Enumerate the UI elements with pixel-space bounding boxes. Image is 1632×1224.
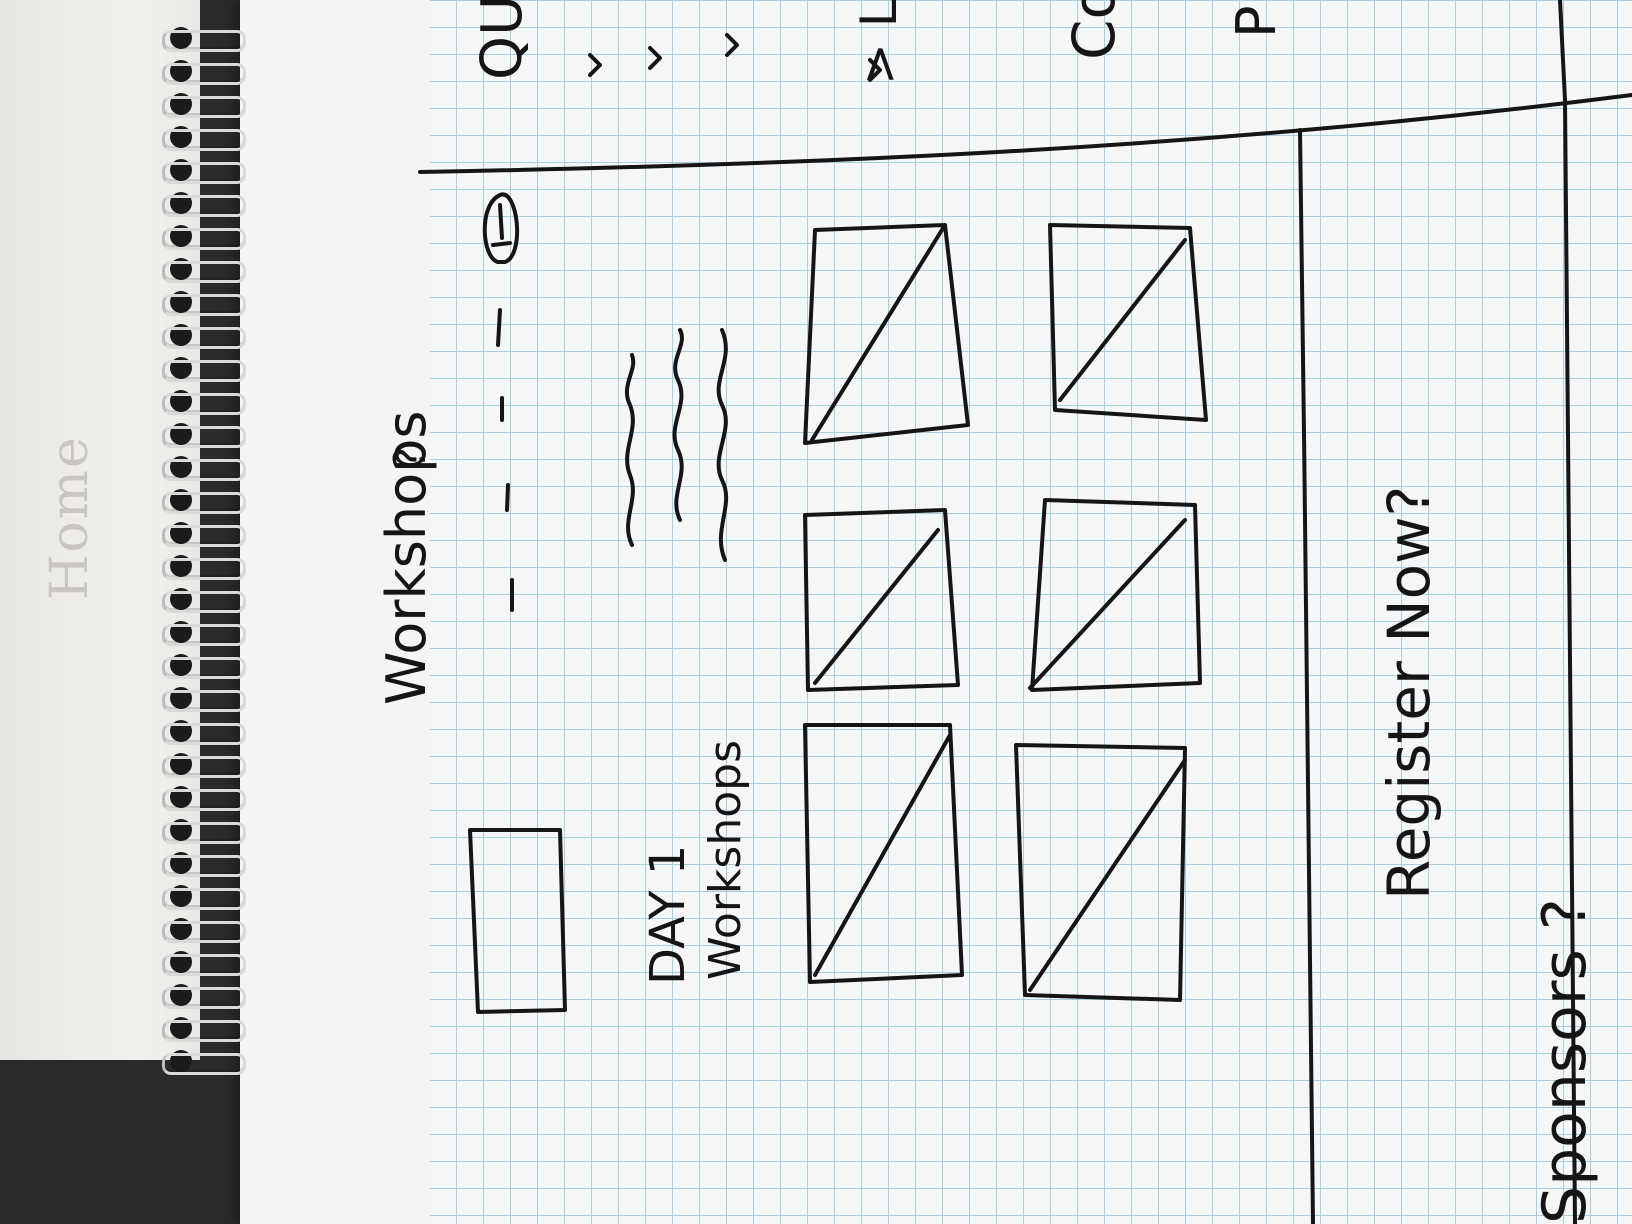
workshop-tile [1014,743,1187,1002]
cut-off-nav-heading: QU [470,0,535,80]
binding-ring [162,261,246,283]
binding-ring [162,96,246,118]
binding-ring [162,789,246,811]
cut-off-section-heading: Co [1060,0,1128,60]
binding-ring [162,954,246,976]
binding-ring [162,492,246,514]
binding-ring [162,558,246,580]
binding-ring [162,459,246,481]
cut-off-nav-link: > L [850,0,908,85]
binding-ring [162,624,246,646]
text-squiggle [624,353,636,547]
register-now-prompt[interactable]: Register Now? [1375,485,1443,900]
binding-ring [162,195,246,217]
spiral-binding [160,0,260,1120]
workshop-tile [1048,223,1208,422]
binding-ring [162,327,246,349]
binding-ring [162,723,246,745]
text-squiggle [672,328,684,522]
nav-caret [648,46,662,70]
text-squiggle [716,328,729,562]
binding-ring [162,228,246,250]
page-blank-margin [240,0,430,1224]
binding-ring [162,888,246,910]
cut-off-footer-heading: P [1225,5,1288,38]
binding-ring [162,129,246,151]
nav-divider-line [1558,0,1567,102]
binding-ring [162,162,246,184]
binding-ring [162,294,246,316]
pagination-control [482,192,520,264]
binding-ring [162,855,246,877]
binding-ring [162,525,246,547]
workshop-tile [803,508,960,692]
binding-ring [162,591,246,613]
binding-ring [162,657,246,679]
column-divider-line [1298,128,1315,1224]
section-title-arrow: ? [385,446,436,470]
binding-ring [162,426,246,448]
binding-ring [162,690,246,712]
grid-paper-page [240,0,1632,1224]
hero-placeholder-box [468,828,567,1014]
workshop-tile [1028,498,1202,692]
pagination-dash [496,308,502,347]
pagination-dash [505,483,510,512]
binding-ring [162,822,246,844]
binding-ring [162,987,246,1009]
binding-ring [162,393,246,415]
binding-ring [162,30,246,52]
binding-ring [162,756,246,778]
binding-ring [162,921,246,943]
day-heading-line2: Workshops [700,739,751,980]
sponsors-prompt: Sponsors ? [1530,898,1600,1224]
header-divider-line [418,93,1632,174]
far-column-line [1563,98,1577,1224]
nav-caret [725,33,739,57]
day-heading-line1: DAY 1 [640,844,696,985]
binding-ring [162,1053,246,1075]
nav-caret [868,58,882,82]
binding-ring [162,63,246,85]
workshop-tile [803,723,964,984]
workshop-tile [803,223,970,445]
binding-ring [162,1020,246,1042]
nav-caret [588,53,602,77]
binding-ring [162,360,246,382]
